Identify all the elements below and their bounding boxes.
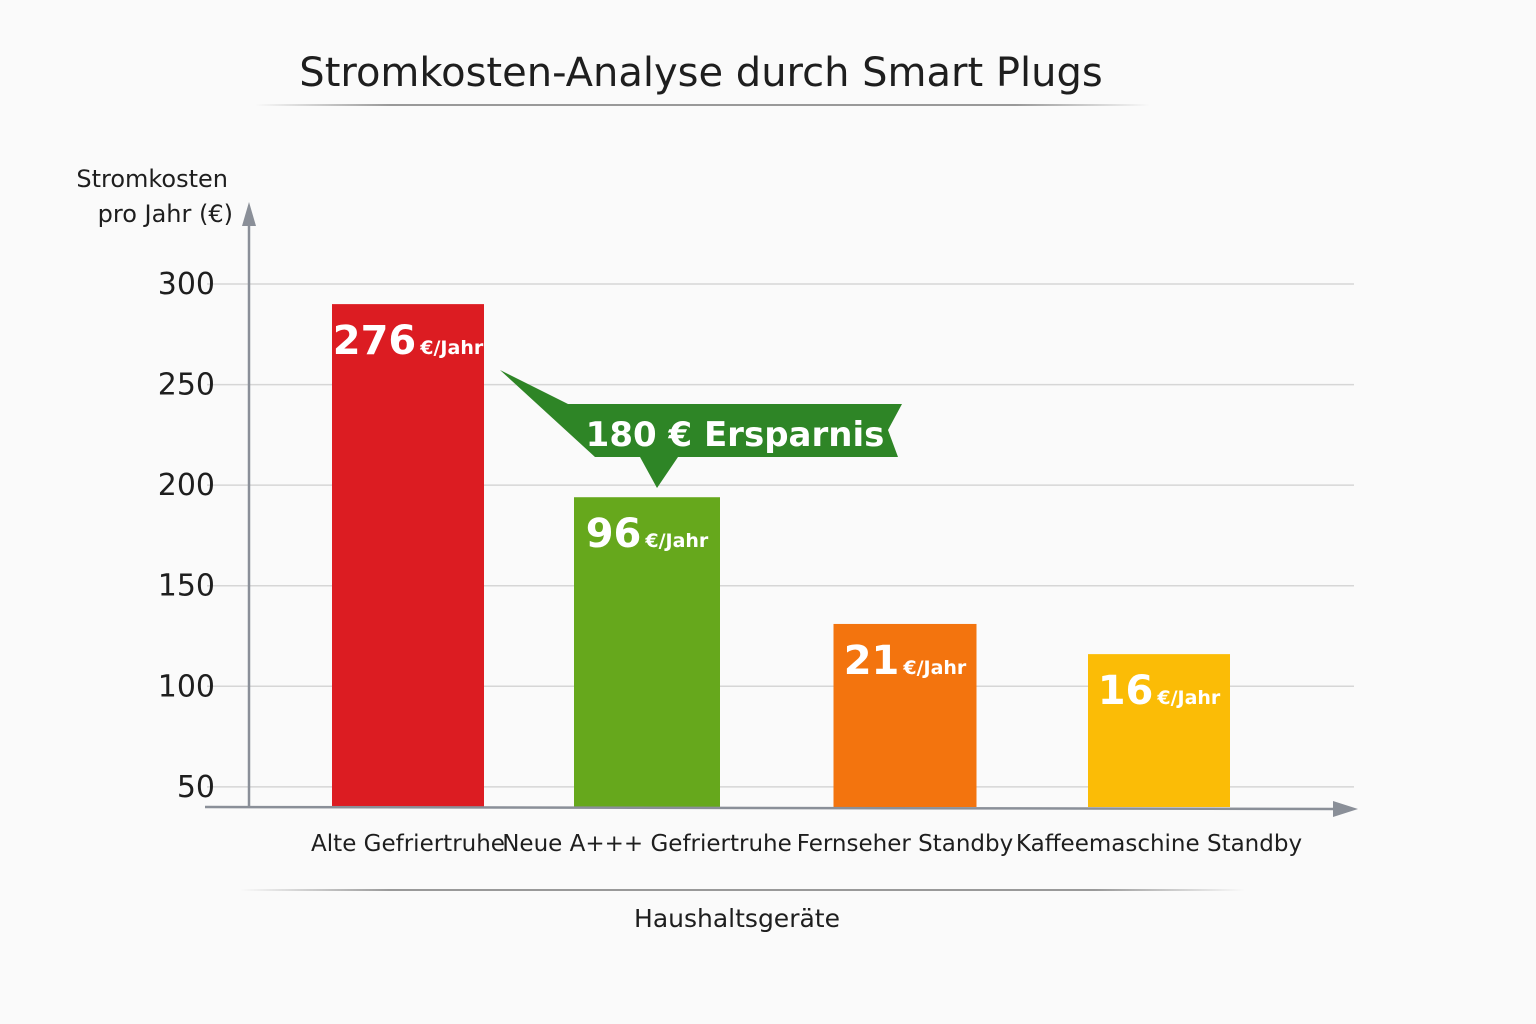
y-axis-label-line-2: pro Jahr (€) (98, 200, 233, 228)
bar-value-label: 21 €/Jahr (844, 638, 967, 684)
bar (574, 497, 720, 807)
bars: 276 €/Jahr 96 €/Jahr 21 €/Jahr 16 €/Jahr (332, 304, 1230, 807)
x-axis-arrow (1333, 801, 1358, 817)
y-tick-label: 150 (158, 569, 215, 604)
bar-value-label: 276 €/Jahr (333, 318, 484, 364)
y-tick-label: 300 (158, 267, 215, 302)
bar (332, 304, 484, 807)
y-axis-ticks: 50 100 150 200 250 300 (158, 267, 215, 805)
y-tick-label: 200 (158, 468, 215, 503)
y-tick-label: 50 (177, 770, 215, 805)
bar-value-label: 96 €/Jahr (586, 511, 709, 557)
bar (833, 623, 977, 807)
category-label: Alte Gefriertruhe (311, 831, 505, 857)
bar-value-label: 16 €/Jahr (1098, 668, 1221, 714)
y-tick-label: 100 (158, 669, 215, 704)
y-axis-label-line-1: Stromkosten (76, 165, 228, 193)
x-axis-label-rule (240, 889, 1245, 891)
bar (1088, 654, 1230, 807)
chart-title: Stromkosten-Analyse durch Smart Plugs (299, 50, 1102, 96)
savings-callout-text: 180 € Ersparnis (586, 415, 885, 455)
title-underline (255, 104, 1150, 106)
x-axis-label: Haushaltsgeräte (634, 904, 840, 933)
category-label: Kaffeemaschine Standby (1016, 831, 1302, 857)
y-axis-arrow (242, 202, 256, 226)
category-label: Fernseher Standby (797, 831, 1013, 857)
x-axis-line (204, 805, 1341, 811)
axes (204, 202, 1358, 817)
savings-callout-shape (500, 370, 902, 488)
savings-callout: 180 € Ersparnis (500, 370, 902, 488)
y-tick-label: 250 (158, 368, 215, 403)
category-label: Neue A+++ Gefriertruhe (502, 831, 792, 857)
